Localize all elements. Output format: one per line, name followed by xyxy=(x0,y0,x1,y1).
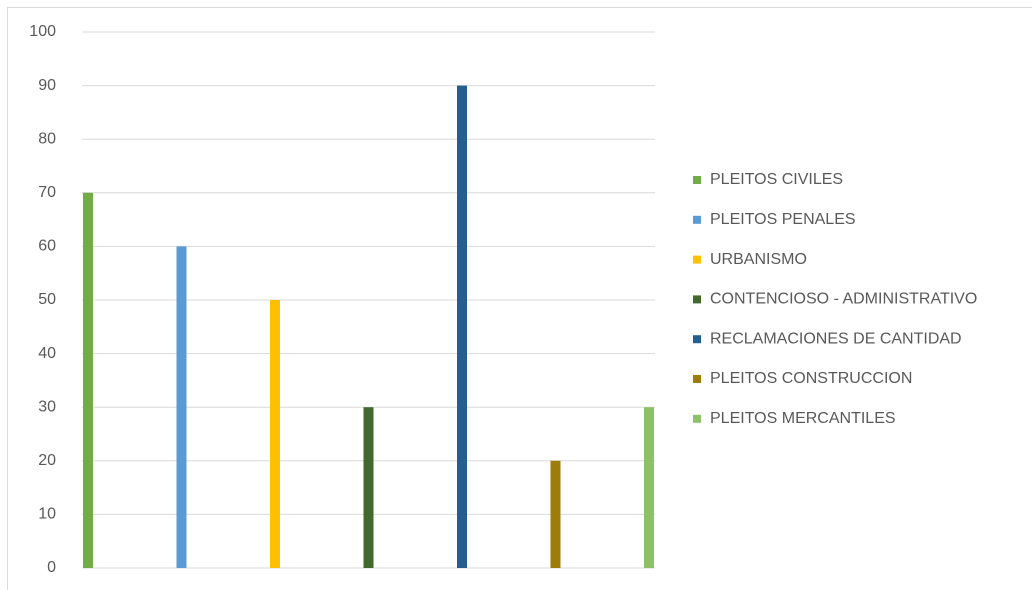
legend-swatch xyxy=(693,176,701,184)
y-tick-label: 60 xyxy=(38,238,56,255)
legend-label: URBANISMO xyxy=(710,251,807,268)
y-tick-label: 80 xyxy=(38,130,56,147)
y-tick-label: 10 xyxy=(38,506,56,523)
legend-swatch xyxy=(693,335,701,344)
legend-label: RECLAMACIONES DE CANTIDAD xyxy=(710,330,962,347)
y-tick-label: 40 xyxy=(38,345,56,362)
y-tick-label: 0 xyxy=(47,559,56,576)
legend-label: PLEITOS CIVILES xyxy=(710,171,843,188)
legend-label: PLEITOS CONSTRUCCION xyxy=(710,370,912,387)
legend-label: CONTENCIOSO - ADMINISTRATIVO xyxy=(710,291,977,308)
bar xyxy=(270,300,280,568)
y-tick-label: 30 xyxy=(38,398,56,415)
y-tick-label: 50 xyxy=(38,291,56,308)
legend-swatch xyxy=(693,375,701,383)
y-tick-label: 90 xyxy=(38,77,56,94)
bar xyxy=(83,192,93,569)
y-tick-label: 20 xyxy=(38,452,56,469)
legend-swatch xyxy=(693,414,701,423)
legend-label: PLEITOS PENALES xyxy=(710,211,856,228)
chart-border xyxy=(7,7,1032,590)
y-tick-label: 100 xyxy=(29,23,56,40)
bar xyxy=(644,407,654,568)
bar xyxy=(176,246,187,568)
bar xyxy=(363,407,374,568)
legend-swatch xyxy=(693,295,701,304)
legend-label: PLEITOS MERCANTILES xyxy=(710,410,896,427)
legend-swatch xyxy=(693,255,701,264)
legend-swatch xyxy=(693,215,701,224)
bar xyxy=(457,85,467,568)
bar xyxy=(550,460,561,568)
y-tick-label: 70 xyxy=(38,184,56,201)
